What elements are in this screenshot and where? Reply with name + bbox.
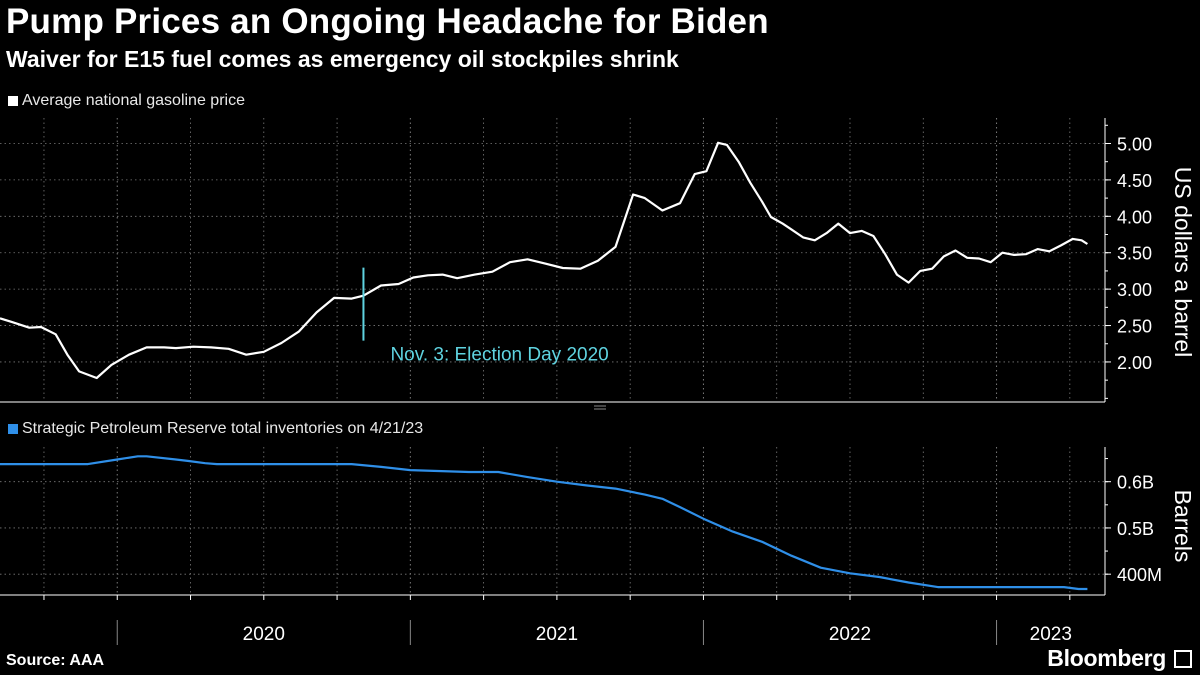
spr-y-axis-label: Barrels (1170, 490, 1196, 563)
gas-y-tick-label: 5.00 (1117, 134, 1152, 154)
election-day-annotation: Nov. 3: Election Day 2020 (390, 345, 608, 366)
gas-price-line (0, 141, 1088, 380)
legend-spr: Strategic Petroleum Reserve total invent… (8, 420, 423, 438)
chart-subtitle: Waiver for E15 fuel comes as emergency o… (6, 46, 679, 72)
legend-swatch-gasoline (8, 96, 18, 106)
gas-y-axis: 2.00 2.50 3.00 3.50 4.00 4.50 5.00 (1104, 118, 1152, 402)
gas-y-tick-label: 4.50 (1117, 171, 1152, 191)
legend-label-gasoline: Average national gasoline price (22, 92, 245, 109)
spr-y-tick-label: 0.6B (1117, 473, 1154, 493)
spr-gridlines (0, 447, 1105, 595)
gas-y-tick-label: 2.50 (1117, 317, 1152, 337)
gas-y-tick-label: 3.50 (1117, 244, 1152, 264)
source-note: Source: AAA (6, 652, 105, 669)
gas-y-tick-label: 4.00 (1117, 207, 1152, 227)
bloomberg-logo: Bloomberg (1047, 645, 1166, 671)
x-tick-label: 2021 (536, 624, 578, 645)
x-tick-label: 2022 (829, 624, 871, 645)
spr-y-axis: 400M 0.5B 0.6B (1104, 447, 1162, 595)
x-axis: 2020 2021 2022 2023 (43, 595, 1072, 645)
legend-gasoline: Average national gasoline price (8, 92, 245, 110)
x-tick-label: 2023 (1030, 624, 1072, 645)
x-tick-label: 2020 (243, 624, 285, 645)
spr-y-tick-label: 0.5B (1117, 519, 1154, 539)
legend-swatch-spr (8, 424, 18, 434)
spr-inventory-line (0, 455, 1088, 591)
chart-title: Pump Prices an Ongoing Headache for Bide… (6, 2, 769, 41)
gas-y-axis-label: US dollars a barrel (1170, 167, 1196, 357)
gas-y-tick-label: 3.00 (1117, 280, 1152, 300)
legend-label-spr: Strategic Petroleum Reserve total invent… (22, 420, 424, 437)
expand-icon[interactable] (1174, 650, 1192, 668)
gas-y-tick-label: 2.00 (1117, 353, 1152, 373)
spr-y-tick-label: 400M (1117, 565, 1162, 585)
